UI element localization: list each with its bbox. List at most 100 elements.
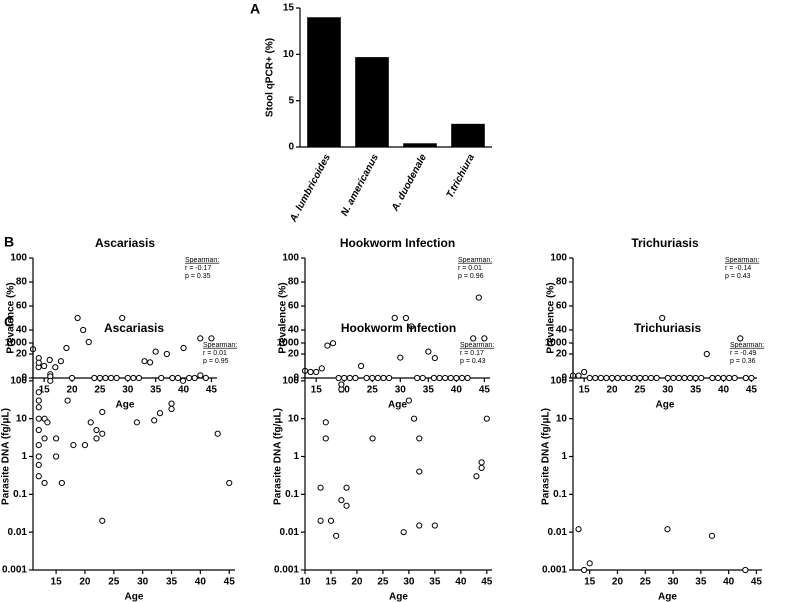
point <box>329 340 337 347</box>
y-tick-label: 80 <box>556 277 568 288</box>
point <box>80 326 87 334</box>
x-tick-label: 10 <box>299 577 311 588</box>
point <box>186 374 193 382</box>
point <box>64 397 71 404</box>
point <box>99 430 106 437</box>
point <box>614 374 621 382</box>
point <box>425 348 432 355</box>
point <box>419 374 426 382</box>
point <box>197 372 204 379</box>
point <box>169 374 176 382</box>
annotation: r = -0.17 <box>185 265 211 272</box>
x-tick-label: A. lumbricoides <box>288 152 334 225</box>
point <box>47 377 54 384</box>
y-axis-label: Parasite DNA (fg/μL) <box>273 408 284 505</box>
x-tick-label: 30 <box>137 577 149 588</box>
annotation: p = 0.36 <box>730 358 756 365</box>
point <box>307 368 314 376</box>
y-tick-label: 100 <box>10 253 27 264</box>
y-tick-label: 5 <box>288 95 294 106</box>
y-axis-label: Prevalence (%) <box>546 282 557 353</box>
x-tick-label: 35 <box>423 385 435 396</box>
point <box>93 435 100 442</box>
point <box>327 517 335 524</box>
y-tick-label: 20 <box>556 349 568 360</box>
point <box>575 372 582 379</box>
point <box>168 405 175 413</box>
point <box>93 426 100 434</box>
point <box>430 374 438 382</box>
bar <box>307 17 341 148</box>
point <box>708 532 716 539</box>
point <box>35 473 42 480</box>
y-tick-label: 0.01 <box>280 527 300 538</box>
x-tick-label: 45 <box>751 577 763 588</box>
point <box>703 350 710 358</box>
x-axis-label: Age <box>389 592 408 602</box>
y-tick-label: 0 <box>561 373 567 384</box>
x-tick-label: 25 <box>377 577 389 588</box>
y-tick-label: 1000 <box>545 338 568 349</box>
point <box>385 374 393 382</box>
point <box>653 374 660 382</box>
y-tick-label: 1 <box>561 451 567 462</box>
point <box>324 342 331 349</box>
x-tick-label: 20 <box>612 577 624 588</box>
point <box>478 459 485 466</box>
point <box>436 374 443 382</box>
y-axis-label: Parasite DNA (fg/μL) <box>541 408 552 505</box>
point <box>647 374 655 382</box>
point <box>335 374 342 382</box>
point <box>597 374 604 382</box>
point <box>575 526 582 533</box>
y-tick-label: 0 <box>293 373 299 384</box>
panel-label: B <box>4 234 14 250</box>
point <box>99 517 106 524</box>
point <box>158 374 165 382</box>
annotation: Spearman: <box>730 342 764 349</box>
chart-title: Trichuriasis <box>634 321 702 335</box>
point <box>581 368 588 376</box>
annotation: p = 0.43 <box>725 273 751 280</box>
point <box>343 502 350 509</box>
point <box>642 374 649 382</box>
y-tick-label: 100 <box>282 375 299 386</box>
y-axis-label: Prevalence (%) <box>6 282 17 353</box>
point <box>180 344 187 352</box>
point <box>664 526 671 533</box>
annotation: p = 0.43 <box>460 358 486 365</box>
point <box>686 374 694 382</box>
point <box>408 323 415 330</box>
bar <box>403 143 437 147</box>
point <box>146 359 154 366</box>
point <box>664 374 671 382</box>
point <box>670 374 677 382</box>
point <box>431 354 438 362</box>
point <box>581 566 588 574</box>
y-tick-label: 0.01 <box>548 527 568 538</box>
y-axis-label: Parasite DNA (fg/μL) <box>1 408 12 505</box>
point <box>44 419 51 426</box>
point <box>333 532 340 539</box>
x-tick-label: 30 <box>403 577 415 588</box>
point <box>475 294 482 301</box>
point <box>57 358 64 365</box>
y-tick-label: 20 <box>16 349 28 360</box>
point <box>113 374 120 382</box>
point <box>81 442 89 449</box>
point <box>636 374 644 382</box>
y-tick-label: 20 <box>288 349 300 360</box>
point <box>731 374 738 382</box>
point <box>709 374 716 382</box>
x-tick-label: 15 <box>579 385 591 396</box>
point <box>720 374 727 382</box>
point <box>714 374 722 382</box>
x-tick-label: 15 <box>325 577 337 588</box>
point <box>726 374 733 382</box>
chart-title: Trichuriasis <box>631 236 699 250</box>
x-tick-label: N. americanus <box>339 152 381 218</box>
point <box>317 484 324 491</box>
point <box>737 335 744 342</box>
x-tick-label: 25 <box>94 385 106 396</box>
